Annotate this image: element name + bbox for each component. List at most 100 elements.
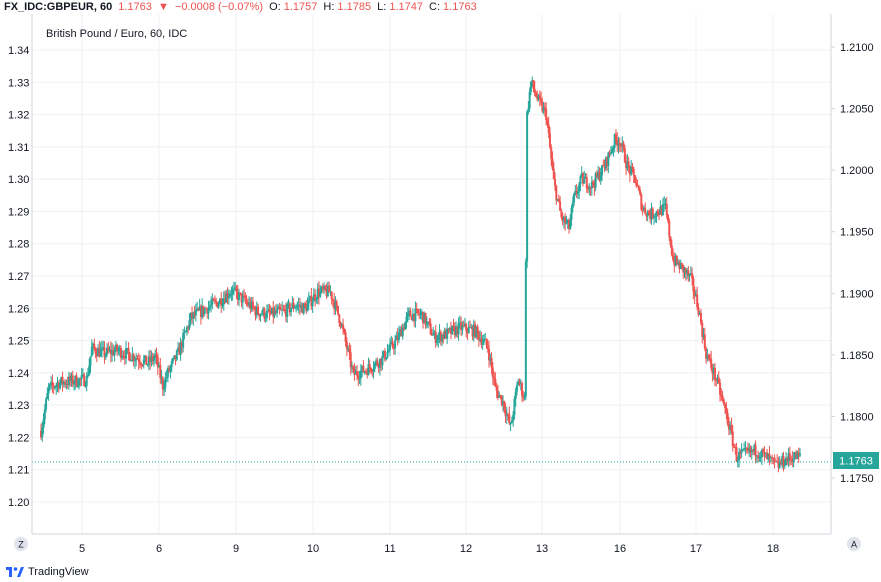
candle[interactable]	[574, 184, 577, 196]
candle[interactable]	[768, 446, 771, 466]
candle[interactable]	[114, 340, 117, 353]
candle[interactable]	[527, 101, 530, 115]
candle[interactable]	[584, 172, 587, 179]
candle[interactable]	[432, 326, 435, 336]
candle[interactable]	[793, 451, 796, 460]
candle[interactable]	[100, 340, 103, 358]
candle[interactable]	[477, 330, 480, 347]
candle[interactable]	[387, 344, 390, 353]
candle[interactable]	[758, 452, 761, 462]
candle[interactable]	[540, 91, 543, 106]
candle[interactable]	[131, 346, 134, 362]
auto-scale-right-button[interactable]: A	[847, 537, 861, 551]
candle[interactable]	[296, 301, 299, 311]
candle[interactable]	[465, 322, 468, 338]
candle[interactable]	[673, 252, 676, 273]
candle[interactable]	[543, 102, 546, 117]
candle[interactable]	[583, 170, 586, 184]
candle[interactable]	[470, 323, 473, 330]
candle[interactable]	[778, 456, 781, 469]
candle[interactable]	[640, 192, 643, 212]
candle[interactable]	[286, 301, 289, 323]
candle[interactable]	[215, 297, 218, 307]
candle[interactable]	[623, 144, 626, 164]
candle[interactable]	[641, 203, 644, 216]
candle[interactable]	[326, 281, 329, 298]
candle[interactable]	[642, 205, 645, 212]
candle[interactable]	[263, 307, 266, 322]
candle[interactable]	[429, 318, 432, 336]
candle[interactable]	[521, 381, 524, 403]
candle[interactable]	[523, 392, 526, 401]
candle[interactable]	[192, 311, 195, 326]
candle[interactable]	[686, 267, 689, 280]
candle[interactable]	[169, 364, 172, 379]
candle[interactable]	[754, 440, 757, 464]
candle[interactable]	[748, 443, 751, 457]
candle[interactable]	[375, 358, 378, 367]
candle[interactable]	[182, 328, 185, 353]
candle[interactable]	[362, 360, 365, 374]
candle[interactable]	[752, 448, 755, 456]
candle[interactable]	[230, 286, 233, 302]
symbol-label[interactable]: FX_IDC:GBPEUR, 60	[4, 1, 113, 13]
candle[interactable]	[617, 136, 620, 154]
candle[interactable]	[560, 208, 563, 220]
candle[interactable]	[499, 394, 502, 400]
candle[interactable]	[508, 406, 511, 426]
candle[interactable]	[349, 344, 352, 375]
candle[interactable]	[678, 259, 681, 274]
candle[interactable]	[140, 362, 143, 370]
candle[interactable]	[282, 304, 285, 312]
candle[interactable]	[206, 307, 209, 319]
candle[interactable]	[183, 326, 186, 340]
candle[interactable]	[376, 357, 379, 367]
candle[interactable]	[443, 327, 446, 340]
candle[interactable]	[618, 137, 621, 153]
candle[interactable]	[669, 236, 672, 248]
candle[interactable]	[620, 142, 623, 152]
candle[interactable]	[485, 338, 488, 349]
candle[interactable]	[611, 145, 614, 155]
candle[interactable]	[509, 421, 512, 432]
candle[interactable]	[649, 208, 652, 224]
candle[interactable]	[650, 202, 653, 225]
candle[interactable]	[42, 413, 45, 434]
time-axis[interactable]: 5 6 9 10 11 12 13 16 17 18	[79, 543, 779, 555]
candle[interactable]	[750, 445, 753, 460]
candle[interactable]	[302, 302, 305, 316]
candle[interactable]	[222, 291, 225, 311]
candle[interactable]	[210, 296, 213, 313]
candle[interactable]	[187, 325, 190, 334]
candle[interactable]	[434, 324, 437, 349]
candle[interactable]	[713, 362, 716, 387]
candle[interactable]	[533, 80, 536, 97]
candle[interactable]	[449, 321, 452, 340]
candle[interactable]	[95, 347, 98, 363]
candle[interactable]	[246, 298, 249, 308]
candle[interactable]	[645, 213, 648, 221]
candle[interactable]	[786, 456, 789, 465]
candle[interactable]	[390, 335, 393, 345]
candle[interactable]	[504, 402, 507, 423]
candle[interactable]	[746, 442, 749, 454]
candle[interactable]	[691, 267, 694, 286]
candle[interactable]	[480, 331, 483, 349]
candle[interactable]	[729, 421, 732, 435]
candle[interactable]	[184, 330, 187, 333]
candle[interactable]	[141, 364, 144, 368]
candle[interactable]	[92, 342, 95, 355]
candle[interactable]	[430, 329, 433, 337]
candle[interactable]	[317, 281, 320, 305]
candle[interactable]	[453, 322, 456, 339]
candle[interactable]	[711, 363, 714, 382]
candle[interactable]	[409, 307, 412, 317]
candle[interactable]	[401, 323, 404, 340]
candle[interactable]	[372, 361, 375, 379]
candle[interactable]	[287, 298, 290, 309]
candle[interactable]	[135, 352, 138, 367]
candle[interactable]	[733, 443, 735, 449]
candle[interactable]	[64, 378, 67, 389]
candle[interactable]	[532, 79, 535, 93]
candle[interactable]	[130, 359, 133, 362]
